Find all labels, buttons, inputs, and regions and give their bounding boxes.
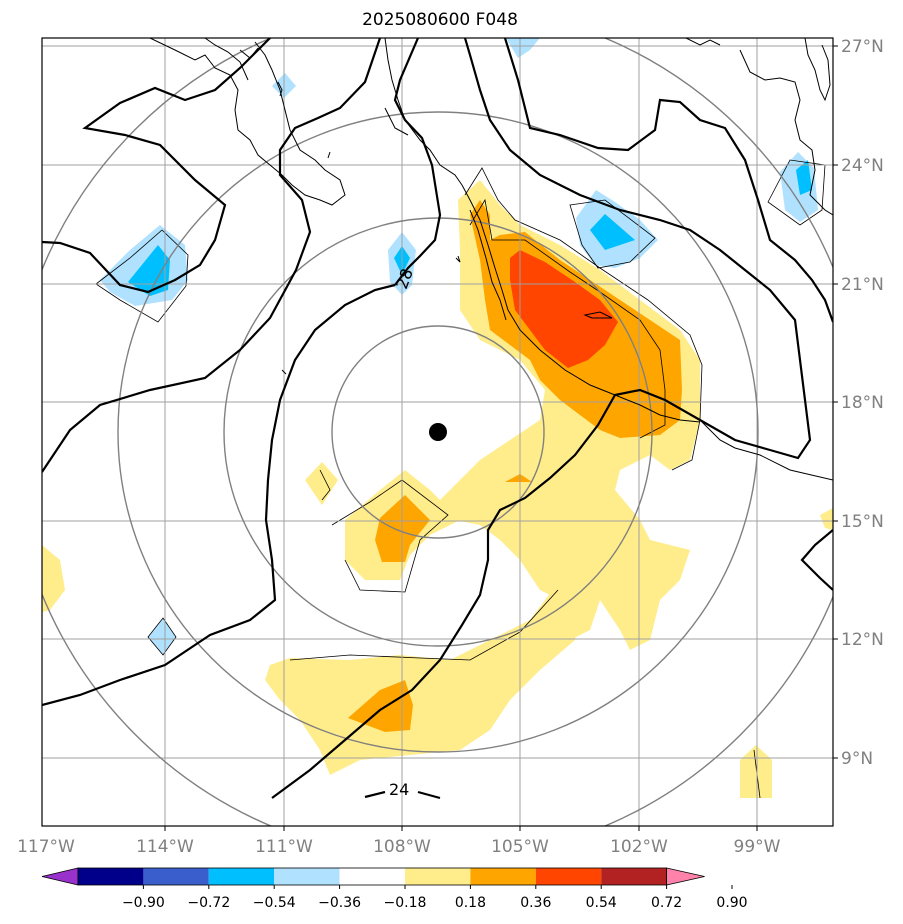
colorbar-box (143, 868, 209, 885)
colorbar-tick-label: −0.18 (384, 895, 427, 911)
colorbar-box (535, 868, 602, 885)
lon-label: 114°W (136, 837, 194, 857)
colorbar-tick-label: −0.90 (122, 895, 165, 911)
lon-label: 102°W (610, 837, 668, 857)
colorbar-box (470, 868, 536, 885)
coastlines (149, 38, 833, 481)
map-frame (41, 37, 834, 827)
lat-label: 12°N (841, 630, 884, 650)
colorbar-box (601, 868, 667, 885)
lon-label: 117°W (17, 837, 75, 857)
lon-label: 105°W (491, 837, 549, 857)
anomaly-red (510, 250, 618, 368)
colorbar-outline (77, 867, 667, 886)
colorbar-tick-label: −0.36 (318, 895, 361, 911)
lat-labels: 27°N 24°N 21°N 18°N 15°N 12°N 9°N (841, 37, 884, 769)
lat-label: 24°N (841, 156, 884, 176)
storm-center-marker (429, 423, 447, 441)
lon-labels: 117°W 114°W 111°W 108°W 105°W 102°W 99°W (17, 837, 781, 857)
colorbar-tick-label: −0.54 (253, 895, 296, 911)
map-title: 2025080600 F048 (362, 10, 518, 30)
colorbar-box (405, 868, 471, 885)
lat-label: 27°N (841, 37, 884, 57)
lat-label: 15°N (841, 512, 884, 532)
lat-lon-grid (42, 38, 833, 826)
lon-label: 108°W (373, 837, 431, 857)
lon-label: 111°W (255, 837, 313, 857)
colorbar-tick-label: 0.54 (586, 895, 617, 911)
lat-label: 21°N (841, 275, 884, 295)
colorbar-tick-label: 0.90 (716, 895, 747, 911)
colorbar: −0.90 −0.72 −0.54 −0.36 −0.18 0.18 0.36 0.54 0.7… (41, 867, 748, 911)
colorbar-tick-label: 0.18 (455, 895, 486, 911)
range-rings (42, 38, 833, 826)
colorbar-box (78, 868, 144, 885)
anomaly-lightblue (100, 38, 818, 655)
contour-label-24: 24 (389, 780, 409, 799)
height-contours (42, 38, 833, 800)
anomaly-blue (128, 160, 812, 296)
colorbar-box (274, 868, 340, 885)
lat-label: 18°N (841, 393, 884, 413)
colorbar-tick-label: 0.36 (520, 895, 551, 911)
lat-label: 9°N (841, 749, 873, 769)
colorbar-tick-label: 0.72 (651, 895, 682, 911)
map-area (42, 38, 833, 826)
colorbar-extend-low (41, 867, 79, 886)
colorbar-tick-label: −0.72 (187, 895, 230, 911)
colorbar-box (208, 868, 275, 885)
colorbar-box (339, 868, 405, 885)
lon-label: 99°W (734, 837, 781, 857)
colorbar-extend-high (666, 867, 705, 886)
axis-ticks (164, 45, 838, 831)
